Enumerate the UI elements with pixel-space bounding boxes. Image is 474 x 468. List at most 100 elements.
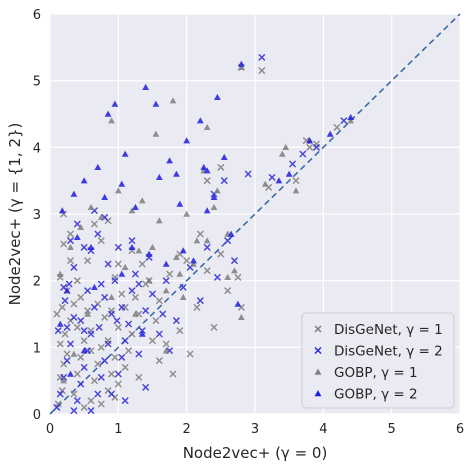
y-tick-labels: 0 1 2 3 4 5 6 — [33, 8, 41, 423]
data-point — [58, 303, 66, 311]
data-point — [70, 390, 78, 398]
data-point — [67, 370, 74, 377]
data-point — [108, 390, 115, 398]
data-point — [70, 300, 78, 308]
data-point — [162, 340, 170, 348]
data-point — [67, 257, 74, 265]
data-point — [114, 243, 122, 251]
y-tick-label: 2 — [33, 275, 41, 290]
data-point — [58, 207, 66, 214]
legend-marker — [314, 325, 322, 333]
data-point — [91, 283, 98, 291]
data-point — [152, 100, 160, 107]
data-point — [138, 197, 146, 204]
data-point — [179, 293, 187, 301]
data-point — [70, 313, 78, 321]
data-point — [54, 327, 62, 335]
data-point — [56, 320, 64, 327]
data-point — [142, 83, 150, 91]
data-point — [340, 117, 348, 125]
data-point — [53, 403, 61, 411]
data-point — [193, 237, 201, 244]
y-tick-label: 1 — [33, 341, 41, 356]
data-point — [203, 267, 211, 275]
data-point — [128, 243, 136, 251]
data-point — [80, 243, 88, 251]
data-point — [203, 243, 211, 251]
data-point — [135, 280, 143, 288]
data-point — [135, 350, 143, 358]
data-point — [231, 267, 238, 274]
data-point — [173, 170, 180, 177]
data-point — [128, 287, 136, 295]
data-point — [56, 390, 64, 398]
data-point — [237, 60, 245, 67]
data-point — [149, 243, 156, 251]
data-point — [114, 370, 122, 378]
data-point — [53, 310, 61, 318]
data-point — [132, 310, 139, 317]
data-point — [237, 313, 245, 321]
data-point — [166, 270, 173, 278]
data-point — [132, 293, 139, 301]
data-point — [258, 53, 266, 61]
data-point — [176, 200, 184, 207]
data-point — [142, 307, 150, 315]
data-point — [234, 273, 242, 281]
data-point — [196, 230, 204, 238]
data-point — [166, 157, 173, 164]
data-point — [220, 153, 228, 161]
data-point — [54, 400, 62, 408]
data-point — [132, 203, 139, 211]
data-point — [306, 137, 314, 144]
data-point — [65, 280, 73, 288]
series-3 — [56, 63, 355, 384]
data-point — [217, 163, 225, 171]
data-point — [138, 330, 146, 337]
data-point — [113, 317, 121, 325]
data-point — [91, 377, 98, 385]
data-point — [84, 310, 91, 317]
data-point — [152, 317, 160, 325]
data-point — [97, 237, 105, 245]
data-point — [128, 207, 136, 214]
data-point — [306, 143, 314, 151]
data-point — [224, 287, 232, 295]
data-point — [121, 337, 129, 345]
legend-entry-label: GOBP, γ = 1 — [334, 365, 418, 381]
data-point — [138, 260, 146, 268]
legend-entry-label: DisGeNet, γ = 1 — [334, 322, 443, 338]
data-point — [118, 290, 126, 298]
data-point — [179, 247, 187, 254]
data-point — [58, 387, 66, 395]
data-point — [155, 330, 163, 338]
data-point — [285, 170, 293, 177]
data-point — [77, 293, 85, 301]
data-point — [282, 143, 290, 151]
data-point — [135, 373, 143, 381]
data-point — [203, 123, 211, 131]
data-point — [95, 323, 103, 331]
data-point — [313, 143, 320, 151]
data-point — [173, 317, 180, 325]
data-point — [80, 327, 88, 335]
data-point — [84, 287, 91, 295]
data-point — [67, 237, 74, 245]
data-point — [67, 243, 74, 251]
data-point — [97, 213, 105, 221]
y-tick-label: 3 — [33, 208, 41, 223]
data-point — [114, 260, 122, 268]
x-axis-label: Node2vec+ (γ = 0) — [183, 444, 328, 462]
data-point — [169, 370, 177, 378]
data-point — [63, 350, 71, 358]
data-point — [108, 293, 115, 301]
series-1 — [53, 63, 341, 411]
data-point — [183, 137, 191, 144]
data-point — [142, 383, 150, 391]
data-point — [183, 257, 191, 265]
data-point — [87, 397, 95, 405]
data-point — [80, 403, 88, 411]
reference-line-y-equals-x — [49, 13, 461, 415]
data-point — [61, 330, 69, 338]
data-point — [114, 323, 122, 331]
